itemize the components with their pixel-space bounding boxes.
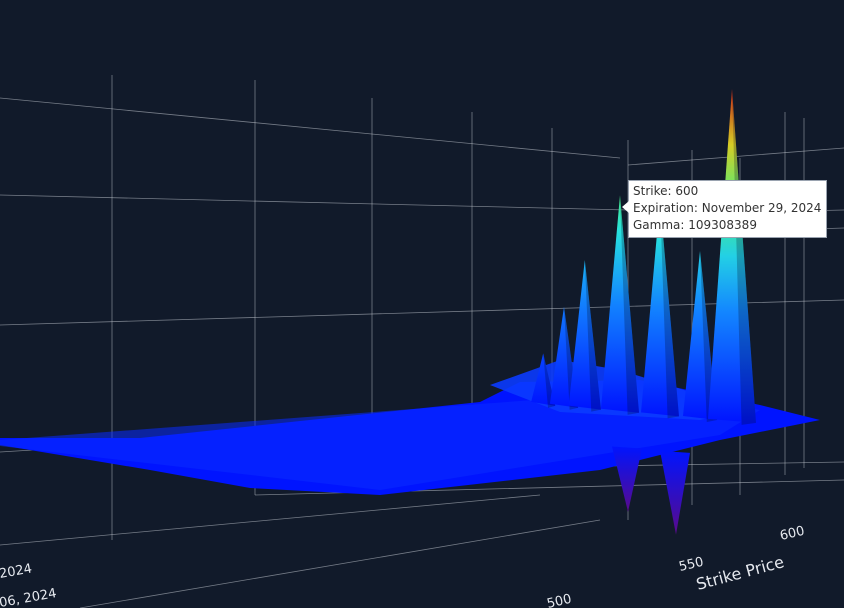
gamma-peak[interactable] — [708, 88, 756, 423]
gamma-peak-shade — [732, 88, 756, 425]
gamma-trough[interactable] — [612, 446, 642, 512]
gamma-peak-shade — [620, 195, 640, 415]
gamma-peak-shade — [584, 260, 601, 412]
grid-line — [79, 519, 601, 608]
x-tick-label: 600 — [779, 524, 807, 544]
gamma-peak[interactable] — [531, 353, 556, 406]
gamma-trough[interactable] — [660, 450, 690, 535]
gamma-peak[interactable] — [640, 200, 680, 417]
hover-tooltip: Strike: 600 Expiration: November 29, 202… — [621, 180, 828, 238]
gamma-peak-shade — [660, 200, 680, 419]
y-tick-label: 2024 — [0, 561, 33, 582]
grid-line — [0, 97, 621, 159]
surface-layer[interactable] — [0, 88, 820, 535]
x-axis-title: Strike Price — [694, 552, 786, 594]
grid-line — [0, 194, 629, 211]
axis-labels-layer: 500 550 600 Strike Price 2024 06, 2024 — [0, 524, 806, 608]
x-tick-label: 500 — [546, 592, 574, 608]
gamma-peak[interactable] — [683, 251, 717, 420]
gamma-peak[interactable] — [600, 195, 640, 413]
y-tick-label: 06, 2024 — [0, 586, 58, 608]
surface-shading — [0, 392, 760, 490]
gamma-peak[interactable] — [549, 306, 579, 408]
gamma-peak[interactable] — [568, 260, 601, 410]
tooltip-expiration: Expiration: November 29, 2024 — [633, 201, 822, 215]
grid-line — [0, 494, 541, 546]
tooltip-strike: Strike: 600 — [633, 184, 699, 198]
x-tick-label: 550 — [678, 555, 706, 575]
tooltip-gamma: Gamma: 109308389 — [633, 218, 757, 232]
